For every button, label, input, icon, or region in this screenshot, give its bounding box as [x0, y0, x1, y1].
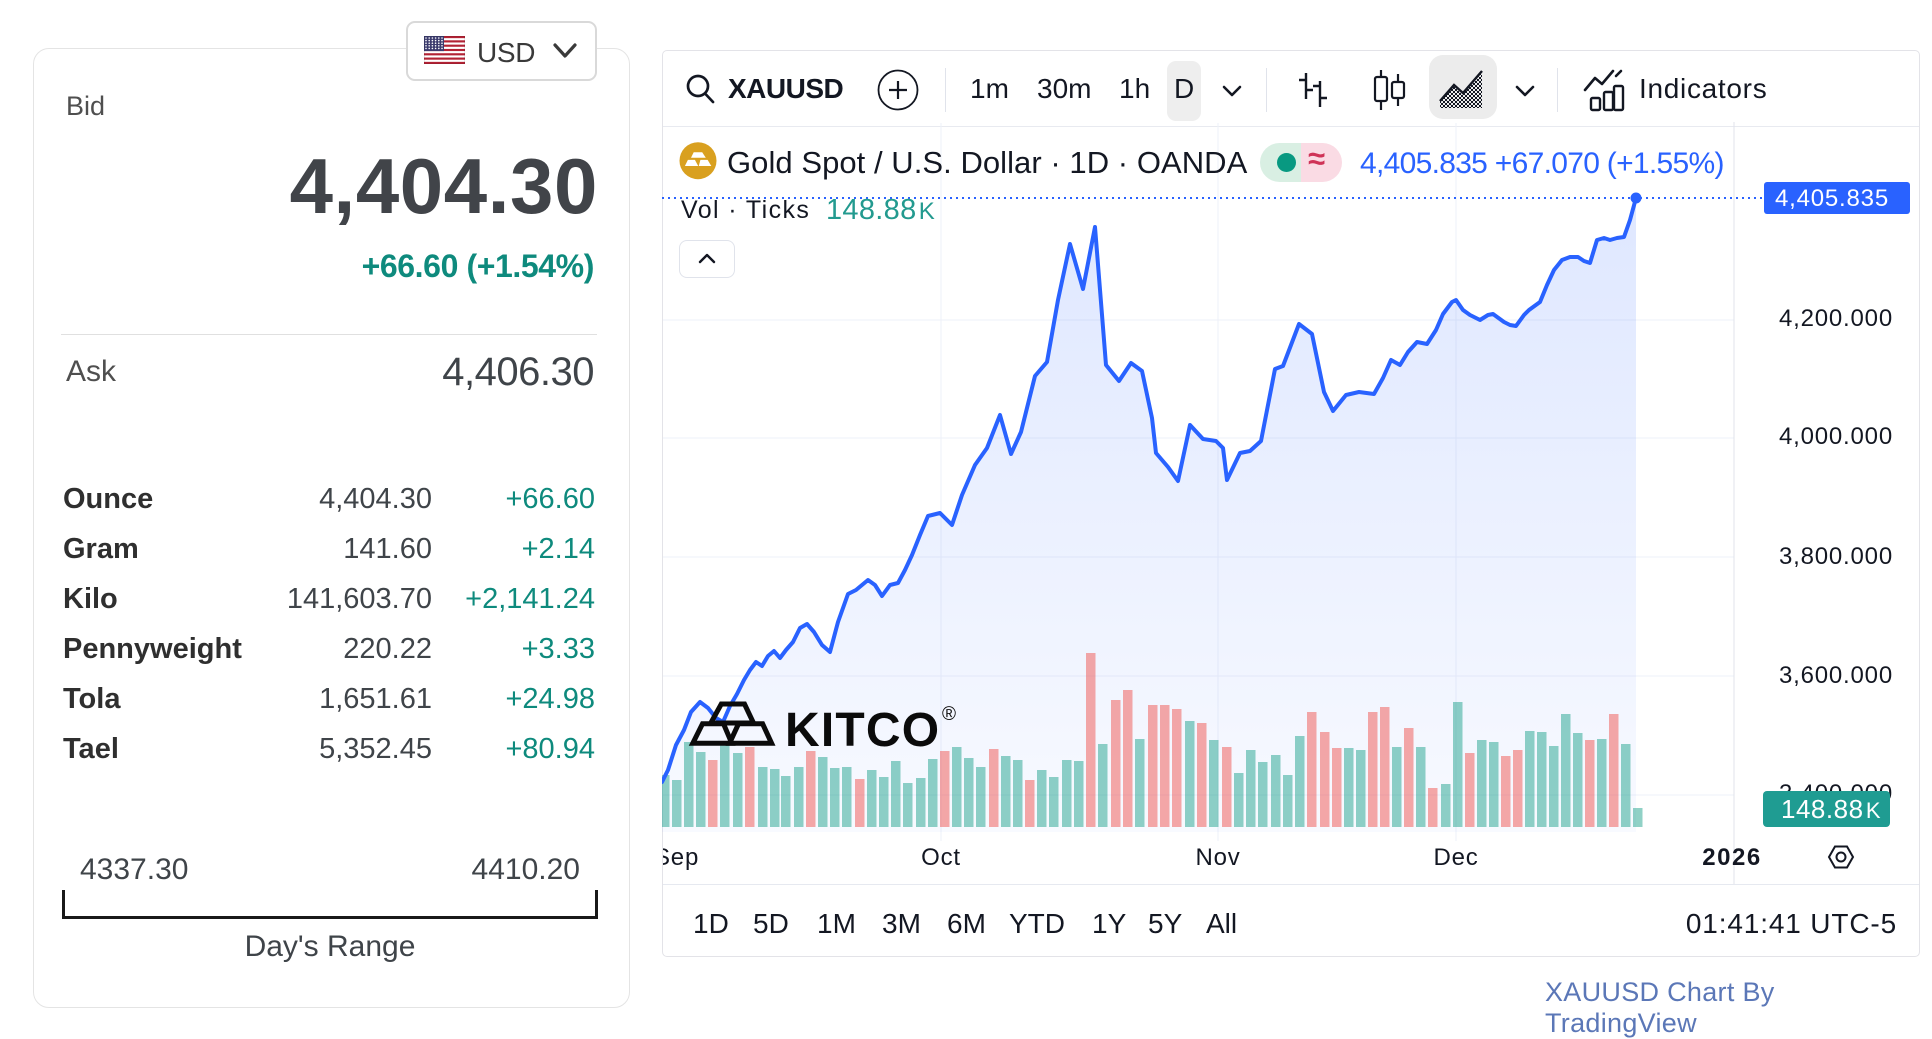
svg-text:KITCO: KITCO: [785, 704, 940, 757]
svg-text:®: ®: [942, 704, 956, 725]
